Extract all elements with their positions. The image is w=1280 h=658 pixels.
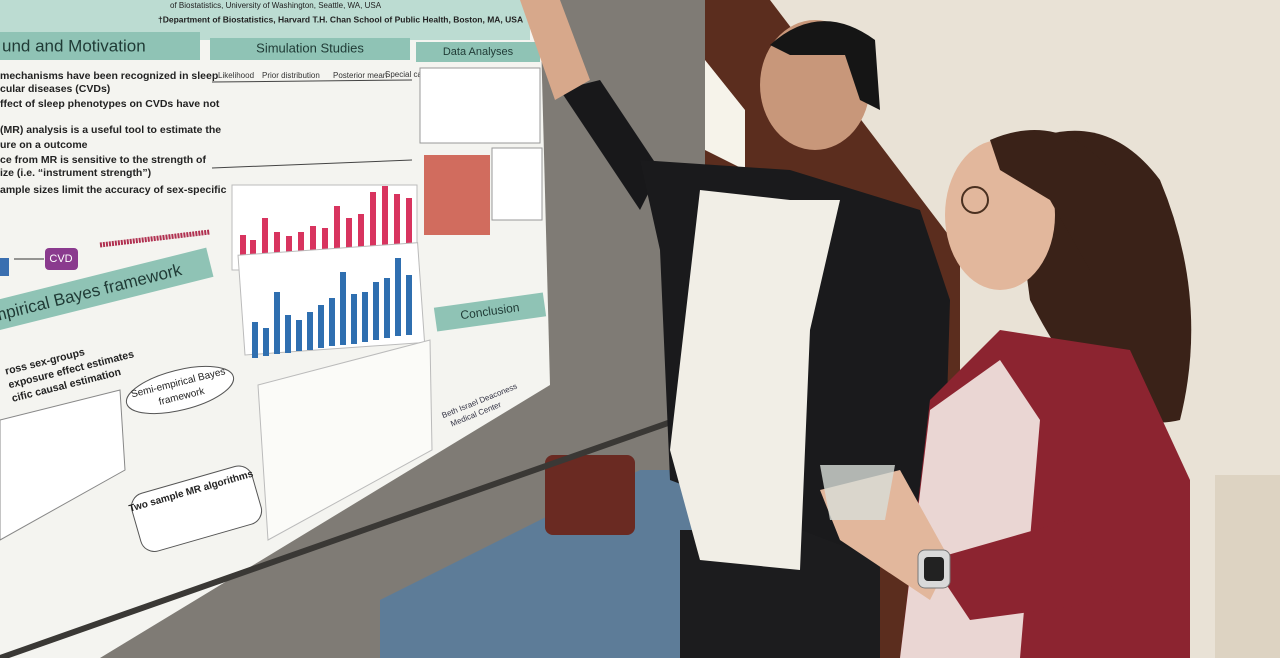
equation-box: [0, 389, 126, 541]
rule: [211, 79, 413, 83]
section-title: Data Analyses: [443, 46, 514, 58]
column-head: Likelihood: [218, 71, 254, 80]
section-bar: [210, 38, 410, 60]
window: [705, 60, 745, 170]
text-line: ure on a outcome: [0, 139, 88, 151]
section-bar: [416, 42, 540, 62]
column-head: Posterior mean: [333, 71, 387, 80]
bag: [545, 455, 635, 535]
board-edge: [0, 407, 706, 658]
woman: [820, 130, 1192, 658]
affiliation: †Department of Biostatistics, Harvard T.…: [158, 14, 523, 24]
section-bar: [0, 32, 200, 60]
text-line: cular diseases (CVDs): [0, 83, 110, 95]
column-head: Special cases: [385, 70, 434, 79]
rule: [211, 159, 413, 169]
section-title: und and Motivation: [2, 36, 146, 55]
text-line: ample sizes limit the accuracy of sex-sp…: [0, 184, 227, 196]
plot-strip: [99, 229, 211, 248]
bar-plot: [231, 184, 426, 358]
table-plot: [491, 147, 543, 221]
column-head: Prior distribution: [262, 71, 320, 80]
diagram-label: CVD: [49, 253, 72, 265]
text-line: (MR) analysis is a useful tool to estima…: [0, 124, 221, 136]
node: [125, 365, 235, 415]
section-title: Simulation Studies: [256, 40, 364, 55]
heatmap: [424, 155, 490, 235]
text-line: ffect of sleep phenotypes on CVDs have n…: [0, 98, 220, 110]
man: [520, 0, 950, 658]
section-bar: [433, 292, 547, 332]
text-line: mechanisms have been recognized in sleep: [0, 70, 218, 82]
text-line: ize (i.e. “instrument strength”): [0, 167, 151, 179]
section-bar: [0, 247, 214, 335]
node: [131, 465, 263, 552]
diagram-box: [45, 248, 78, 270]
diagram-box: [0, 258, 9, 276]
affiliation: of Biostatistics, University of Washingt…: [170, 1, 382, 10]
line-plots: [257, 339, 433, 541]
switch-plate: [1215, 475, 1280, 658]
text-line: ce from MR is sensitive to the strength …: [0, 154, 206, 166]
table-plot: [419, 67, 541, 144]
